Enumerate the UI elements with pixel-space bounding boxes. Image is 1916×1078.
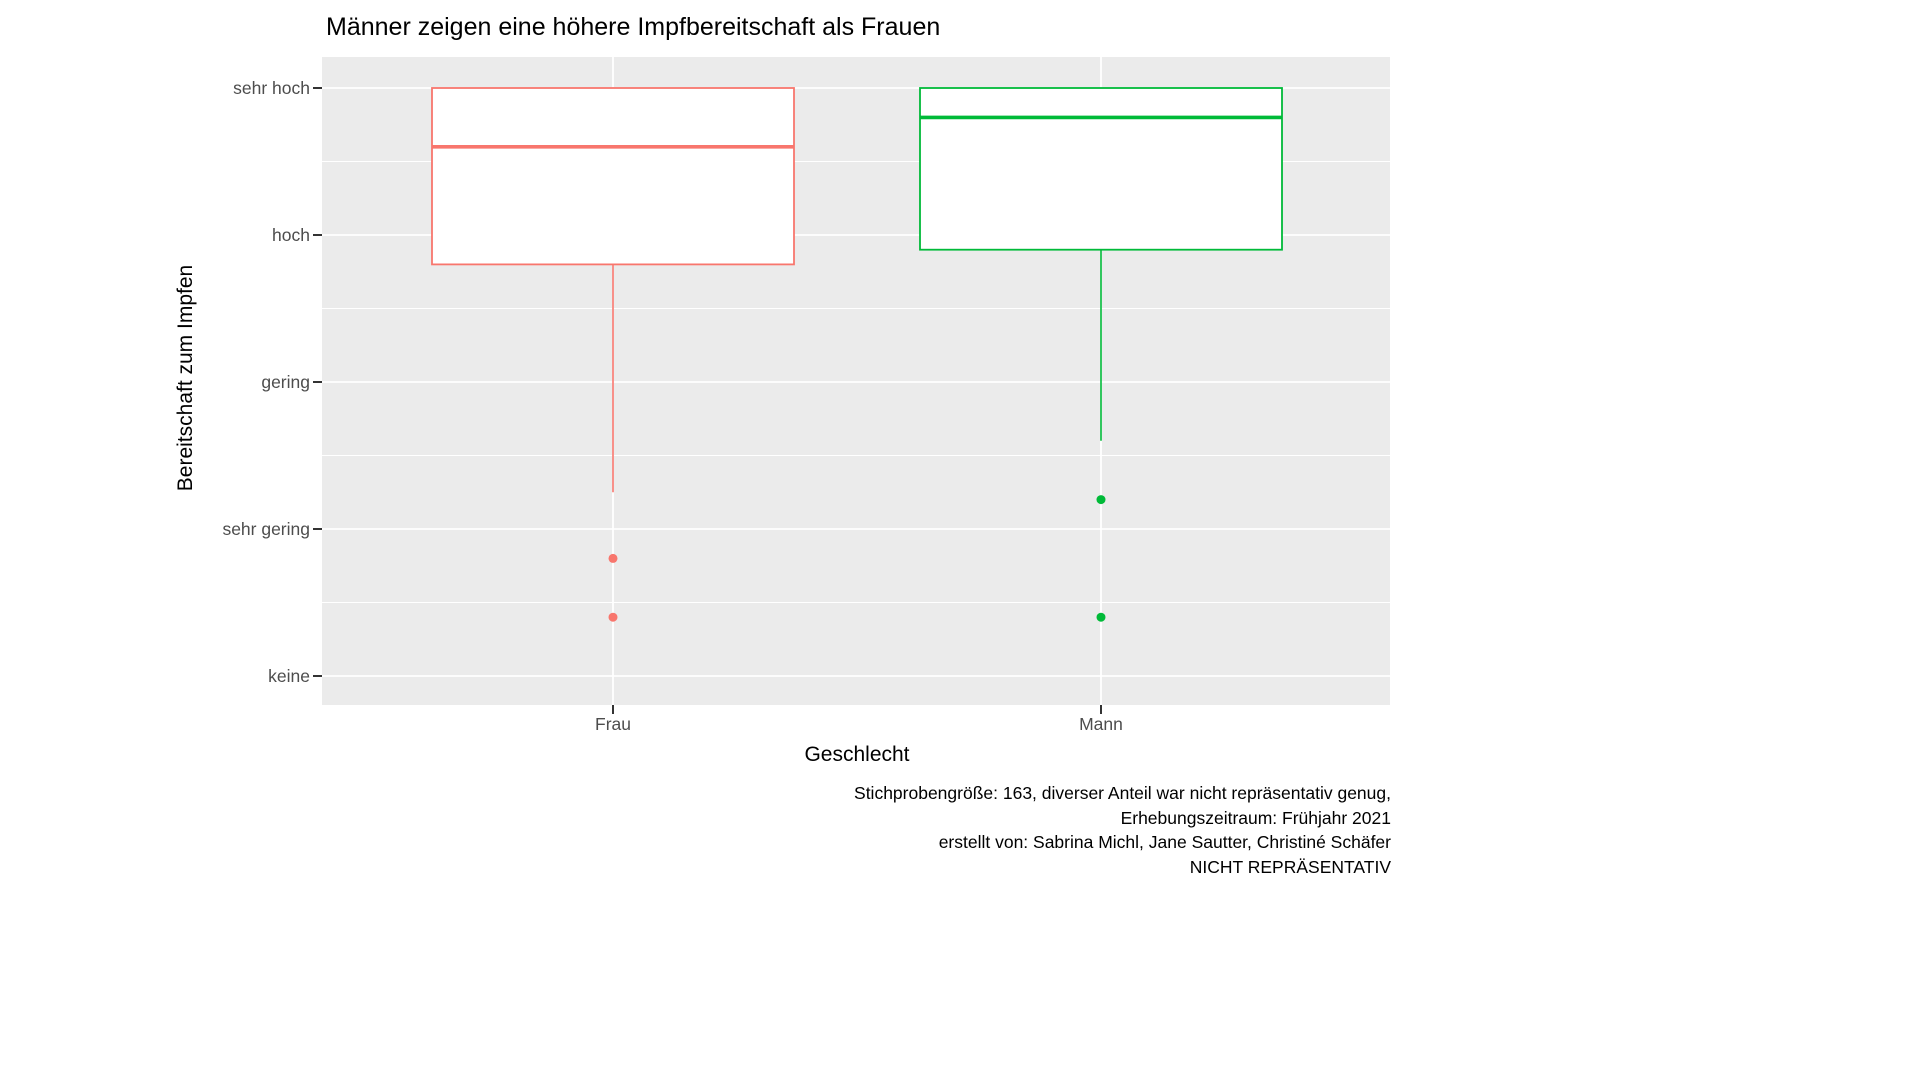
x-tick-mark bbox=[1100, 705, 1102, 714]
y-tick-label: sehr hoch bbox=[233, 78, 310, 98]
y-tick-label: sehr gering bbox=[222, 519, 310, 539]
caption-line: Erhebungszeitraum: Frühjahr 2021 bbox=[1120, 807, 1391, 828]
x-tick-label: Mann bbox=[1079, 714, 1123, 734]
outlier-Mann bbox=[1096, 612, 1106, 622]
plot-panel bbox=[322, 57, 1390, 705]
caption-line: erstellt von: Sabrina Michl, Jane Sautte… bbox=[938, 832, 1391, 852]
boxplot-svg bbox=[322, 57, 1390, 705]
y-tick-label: gering bbox=[261, 372, 310, 392]
x-axis-title: Geschlecht bbox=[804, 743, 910, 766]
outlier-Frau bbox=[608, 612, 618, 622]
x-tick-mark bbox=[612, 705, 614, 714]
caption-line: NICHT REPRÄSENTATIV bbox=[1189, 856, 1391, 877]
x-tick-label: Frau bbox=[595, 714, 631, 734]
box-Frau bbox=[431, 87, 795, 266]
y-tick-mark bbox=[313, 528, 322, 530]
y-tick-label: keine bbox=[268, 666, 310, 686]
y-tick-mark bbox=[313, 675, 322, 677]
y-tick-label: hoch bbox=[272, 225, 310, 245]
box-Mann bbox=[919, 87, 1283, 251]
outlier-Frau bbox=[608, 553, 618, 563]
y-tick-mark bbox=[313, 234, 322, 236]
outlier-Mann bbox=[1096, 495, 1106, 505]
chart-caption: Stichprobengröße: 163, diverser Anteil w… bbox=[691, 781, 1391, 879]
caption-line: Stichprobengröße: 163, diverser Anteil w… bbox=[854, 783, 1391, 803]
y-tick-mark bbox=[313, 381, 322, 383]
y-tick-mark bbox=[313, 87, 322, 89]
chart-title: Männer zeigen eine höhere Impfbereitscha… bbox=[326, 13, 941, 41]
